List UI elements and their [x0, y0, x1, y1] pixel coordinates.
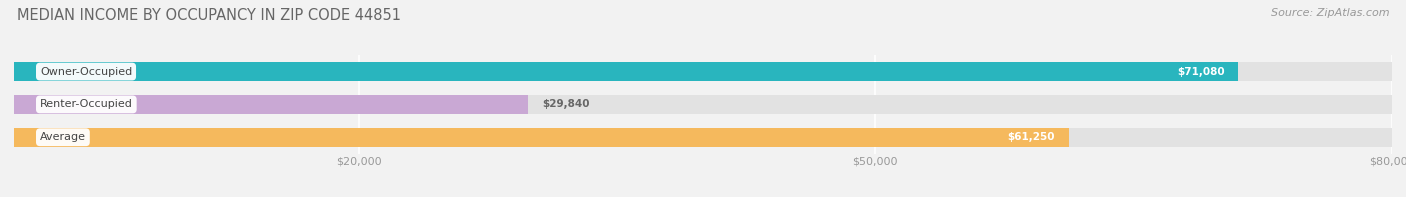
- Text: $29,840: $29,840: [541, 99, 589, 109]
- Bar: [14, 95, 529, 114]
- Text: Average: Average: [39, 132, 86, 142]
- Text: Renter-Occupied: Renter-Occupied: [39, 99, 132, 109]
- Bar: [14, 128, 1069, 147]
- Bar: [14, 62, 1239, 81]
- Bar: [14, 62, 1392, 81]
- Text: MEDIAN INCOME BY OCCUPANCY IN ZIP CODE 44851: MEDIAN INCOME BY OCCUPANCY IN ZIP CODE 4…: [17, 8, 401, 23]
- Text: Source: ZipAtlas.com: Source: ZipAtlas.com: [1271, 8, 1389, 18]
- Text: Owner-Occupied: Owner-Occupied: [39, 67, 132, 77]
- Bar: [14, 95, 1392, 114]
- Text: $61,250: $61,250: [1008, 132, 1056, 142]
- Text: $71,080: $71,080: [1177, 67, 1225, 77]
- Bar: [14, 128, 1392, 147]
